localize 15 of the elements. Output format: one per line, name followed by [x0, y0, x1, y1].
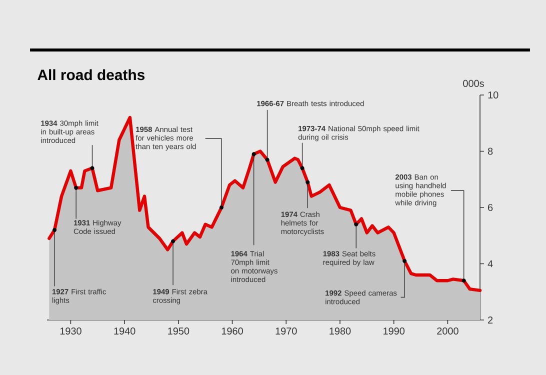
x-tick-label: 1940	[114, 328, 136, 335]
x-tick-label: 1930	[60, 328, 82, 335]
y-tick-label: 10	[488, 91, 498, 99]
x-tick-label: 1980	[330, 328, 351, 335]
x-tick-label: 2000	[437, 328, 458, 335]
chart-title: All road deaths	[38, 69, 145, 80]
x-tick-label: 1970	[276, 328, 297, 335]
y-axis-title: 000s	[463, 80, 484, 87]
x-tick-label: 1990	[384, 328, 405, 335]
x-tick-label: 1950	[168, 328, 190, 335]
y-tick-label: 4	[488, 260, 493, 268]
y-tick-label: 2	[488, 316, 493, 324]
x-tick-label: 1960	[222, 328, 243, 335]
y-tick-label: 8	[488, 148, 493, 155]
y-tick-label: 6	[488, 204, 493, 212]
